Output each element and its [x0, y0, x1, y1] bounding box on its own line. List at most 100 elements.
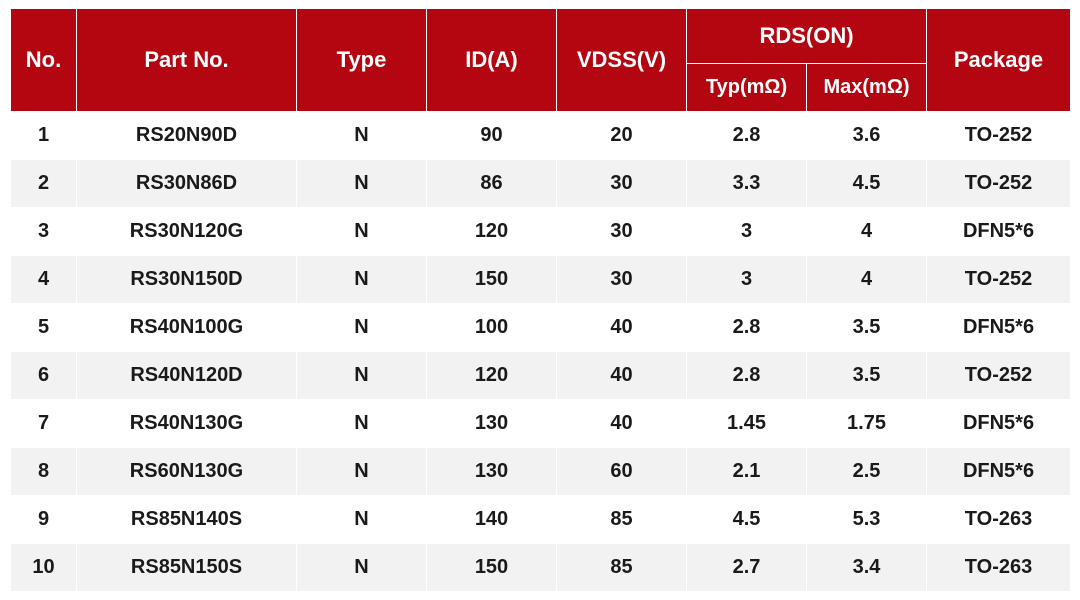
cell-id: 120 [427, 352, 557, 400]
cell-id: 130 [427, 400, 557, 448]
cell-typ: 3.3 [687, 160, 807, 208]
cell-id: 140 [427, 496, 557, 544]
cell-no: 3 [11, 208, 77, 256]
cell-part: RS30N86D [77, 160, 297, 208]
cell-typ: 2.8 [687, 352, 807, 400]
cell-part: RS40N120D [77, 352, 297, 400]
cell-pkg: TO-252 [927, 160, 1071, 208]
cell-id: 120 [427, 208, 557, 256]
cell-max: 5.3 [807, 496, 927, 544]
cell-max: 4.5 [807, 160, 927, 208]
table-row: 5RS40N100GN100402.83.5DFN5*6 [11, 304, 1071, 352]
cell-id: 150 [427, 256, 557, 304]
cell-vdss: 85 [557, 544, 687, 592]
cell-no: 1 [11, 112, 77, 160]
cell-max: 2.5 [807, 448, 927, 496]
cell-vdss: 85 [557, 496, 687, 544]
cell-part: RS40N130G [77, 400, 297, 448]
col-id: ID(A) [427, 9, 557, 112]
cell-vdss: 20 [557, 112, 687, 160]
cell-pkg: TO-263 [927, 496, 1071, 544]
cell-typ: 2.8 [687, 304, 807, 352]
cell-type: N [297, 400, 427, 448]
cell-type: N [297, 304, 427, 352]
cell-typ: 4.5 [687, 496, 807, 544]
cell-max: 4 [807, 256, 927, 304]
cell-pkg: DFN5*6 [927, 304, 1071, 352]
cell-part: RS30N150D [77, 256, 297, 304]
table-row: 9RS85N140SN140854.55.3TO-263 [11, 496, 1071, 544]
cell-type: N [297, 496, 427, 544]
cell-pkg: TO-263 [927, 544, 1071, 592]
table-row: 2RS30N86DN86303.34.5TO-252 [11, 160, 1071, 208]
cell-no: 8 [11, 448, 77, 496]
cell-vdss: 30 [557, 256, 687, 304]
cell-no: 10 [11, 544, 77, 592]
table-row: 7RS40N130GN130401.451.75DFN5*6 [11, 400, 1071, 448]
cell-part: RS85N140S [77, 496, 297, 544]
spec-table: No. Part No. Type ID(A) VDSS(V) RDS(ON) … [10, 8, 1071, 592]
table-body: 1RS20N90DN90202.83.6TO-2522RS30N86DN8630… [11, 112, 1071, 592]
cell-vdss: 40 [557, 400, 687, 448]
header-row-1: No. Part No. Type ID(A) VDSS(V) RDS(ON) … [11, 9, 1071, 64]
cell-max: 4 [807, 208, 927, 256]
col-no: No. [11, 9, 77, 112]
table-row: 3RS30N120GN1203034DFN5*6 [11, 208, 1071, 256]
col-rds-typ: Typ(mΩ) [687, 64, 807, 112]
cell-vdss: 60 [557, 448, 687, 496]
table-row: 10RS85N150SN150852.73.4TO-263 [11, 544, 1071, 592]
cell-type: N [297, 112, 427, 160]
cell-vdss: 40 [557, 304, 687, 352]
col-package: Package [927, 9, 1071, 112]
table-row: 6RS40N120DN120402.83.5TO-252 [11, 352, 1071, 400]
cell-typ: 3 [687, 208, 807, 256]
cell-id: 86 [427, 160, 557, 208]
cell-pkg: TO-252 [927, 352, 1071, 400]
col-rds-max: Max(mΩ) [807, 64, 927, 112]
cell-type: N [297, 256, 427, 304]
cell-part: RS60N130G [77, 448, 297, 496]
cell-no: 4 [11, 256, 77, 304]
cell-type: N [297, 352, 427, 400]
col-part: Part No. [77, 9, 297, 112]
cell-pkg: DFN5*6 [927, 208, 1071, 256]
cell-typ: 2.8 [687, 112, 807, 160]
cell-typ: 2.7 [687, 544, 807, 592]
cell-part: RS40N100G [77, 304, 297, 352]
table-row: 4RS30N150DN1503034TO-252 [11, 256, 1071, 304]
cell-typ: 1.45 [687, 400, 807, 448]
cell-part: RS85N150S [77, 544, 297, 592]
cell-max: 3.5 [807, 304, 927, 352]
col-rds: RDS(ON) [687, 9, 927, 64]
cell-id: 150 [427, 544, 557, 592]
cell-typ: 2.1 [687, 448, 807, 496]
cell-no: 7 [11, 400, 77, 448]
col-type: Type [297, 9, 427, 112]
table-row: 8RS60N130GN130602.12.5DFN5*6 [11, 448, 1071, 496]
cell-part: RS20N90D [77, 112, 297, 160]
cell-pkg: DFN5*6 [927, 400, 1071, 448]
cell-type: N [297, 448, 427, 496]
cell-no: 2 [11, 160, 77, 208]
cell-type: N [297, 208, 427, 256]
cell-max: 3.5 [807, 352, 927, 400]
cell-vdss: 30 [557, 208, 687, 256]
cell-max: 3.6 [807, 112, 927, 160]
cell-id: 100 [427, 304, 557, 352]
col-vdss: VDSS(V) [557, 9, 687, 112]
cell-pkg: TO-252 [927, 112, 1071, 160]
cell-pkg: TO-252 [927, 256, 1071, 304]
cell-part: RS30N120G [77, 208, 297, 256]
cell-no: 9 [11, 496, 77, 544]
cell-id: 130 [427, 448, 557, 496]
cell-max: 3.4 [807, 544, 927, 592]
cell-type: N [297, 544, 427, 592]
cell-vdss: 30 [557, 160, 687, 208]
table-row: 1RS20N90DN90202.83.6TO-252 [11, 112, 1071, 160]
cell-id: 90 [427, 112, 557, 160]
cell-vdss: 40 [557, 352, 687, 400]
cell-type: N [297, 160, 427, 208]
cell-typ: 3 [687, 256, 807, 304]
cell-pkg: DFN5*6 [927, 448, 1071, 496]
cell-no: 5 [11, 304, 77, 352]
